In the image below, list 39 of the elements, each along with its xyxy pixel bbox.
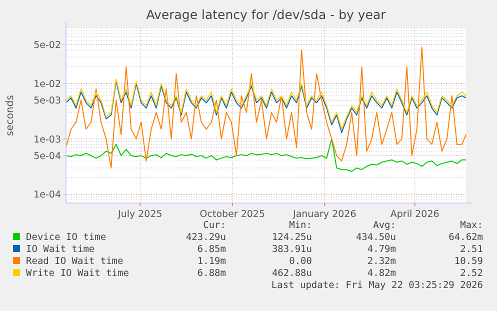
text: 383.91u [272,244,312,255]
y-tick-label: 1e-02 [34,78,61,90]
text: 2.51 [460,244,484,255]
text: 423.29u [186,232,226,243]
x-tick-label: April 2026 [390,209,440,220]
text: 2.32m [367,256,396,267]
text: Last update: Fri May 22 03:25:29 2026 [271,280,484,291]
text: 4.82m [367,268,396,279]
legend-label: Write IO Wait time [26,268,130,279]
text: 2.52 [460,268,483,279]
text: Avg: [373,220,396,231]
legend-label: Device IO time [26,232,106,243]
x-tick-label: July 2025 [117,209,162,220]
x-tick-label: October 2025 [200,209,266,220]
chart-title: Average latency for /dev/sda - by year [146,7,387,22]
text: 1.19m [197,256,226,267]
text: Max: [460,220,483,231]
y-tick-label: 1e-04 [34,190,61,201]
text: 10.59 [454,256,484,267]
line-series [66,138,466,172]
legend-label: Read IO Wait time [26,256,124,267]
text: 434.50u [356,232,396,243]
legend-label: IO Wait time [26,244,95,255]
text: Cur: [203,220,226,231]
text: 6.85m [197,244,226,255]
y-tick-label: 1e-03 [34,134,61,146]
y-tick-label: 5e-04 [34,150,61,162]
line-series [66,46,466,168]
text: Min: [289,220,312,231]
y-tick-label: 5e-03 [34,95,61,106]
text: 64.62m [448,232,484,243]
text: 462.88u [272,268,312,279]
text: 124.25u [272,232,312,243]
text: 4.79m [367,244,396,255]
text: 6.88m [197,268,226,279]
y-axis-title: seconds [5,95,16,136]
text: 0.00 [289,256,312,267]
y-tick-label: 5e-02 [34,40,61,52]
x-tick-label: January 2026 [292,209,356,220]
